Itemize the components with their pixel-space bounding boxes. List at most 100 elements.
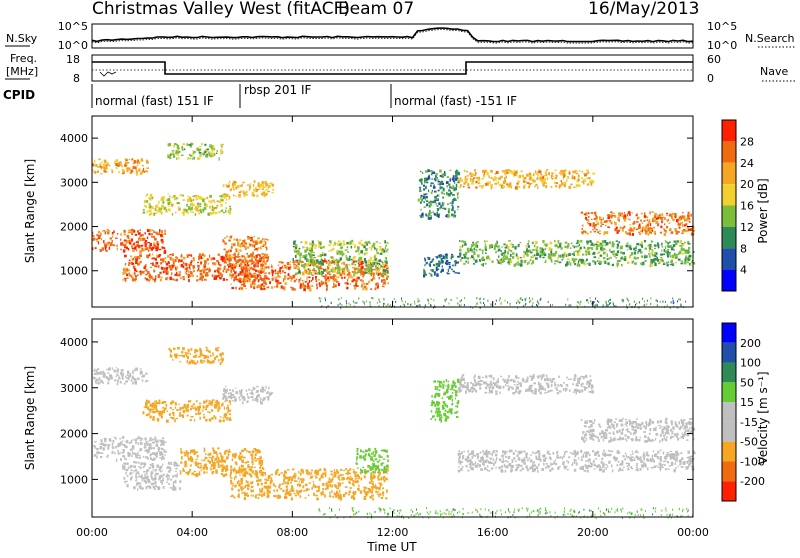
power-cell [99,163,101,166]
power-cell [151,233,153,235]
power-cell [535,184,537,186]
power-cell [682,212,684,213]
power-cell [190,272,193,275]
power-cell [213,145,215,148]
power-cell [306,264,308,267]
power-cell [134,272,136,275]
velocity-cell [120,442,123,444]
power-cell [687,217,689,219]
power-cell [572,253,574,255]
velocity-cell [166,420,169,423]
power-cell [322,282,324,285]
power-cell [420,305,421,307]
velocity-cell [178,404,179,405]
power-cell [594,224,597,227]
power-cell [333,244,336,246]
power-cell [657,223,659,226]
power-cell [597,222,599,225]
power-cell [120,249,122,250]
velocity-cell [124,481,125,484]
velocity-cell [269,393,271,396]
power-cell [156,241,158,244]
velocity-cell [195,475,198,477]
power-cell [673,302,674,304]
velocity-cell [186,409,189,412]
power-cell [457,206,459,208]
power-cell [100,233,101,236]
velocity-cell [143,375,145,378]
velocity-cell [225,450,227,452]
power-cell [286,265,288,267]
power-cell [363,276,364,278]
power-cell [183,278,185,280]
power-cell [610,299,611,301]
power-cell [249,267,252,268]
power-cell [360,273,362,276]
power-cell [457,256,459,258]
power-cell [662,260,664,262]
power-cell [526,252,527,254]
power-cell [375,283,377,286]
velocity-cell [216,454,218,456]
power-cell [647,227,649,230]
power-cell [234,278,236,280]
power-cell [344,263,345,265]
velocity-cell [173,415,175,416]
power-cell [405,301,406,303]
power-cell [156,262,158,263]
velocity-cell [94,454,96,456]
power-cell [244,261,245,264]
power-cell [667,253,669,256]
velocity-cell [229,419,232,421]
power-cell [629,245,632,247]
power-cell [467,250,470,252]
power-cell [442,265,443,267]
power-cell [263,192,265,195]
power-cell [369,247,371,248]
power-cell [376,252,379,254]
power-cell [603,217,605,220]
power-cell [194,195,196,196]
power-cell [563,256,565,259]
power-cell [382,286,385,288]
power-cell [689,255,692,258]
power-cell [239,280,241,283]
power-cell [229,196,230,199]
power-cell [226,262,227,264]
power-cell [199,152,202,154]
velocity-cell [127,371,129,374]
velocity-cell [252,399,253,401]
power-cell [639,301,640,303]
power-cell [682,244,684,246]
velocity-cell [122,441,123,442]
power-cell [428,169,430,171]
velocity-cell [145,380,148,381]
power-cell [267,239,269,240]
velocity-cell [152,442,155,444]
power-cell [426,262,429,264]
power-cell [153,231,155,233]
power-cell [546,185,547,187]
velocity-cell [186,451,187,454]
power-cell [147,237,148,239]
power-cell [336,264,338,267]
power-cell [127,165,128,167]
power-cell [612,253,614,255]
power-cell [302,261,304,262]
velocity-cell [192,361,194,364]
power-cell [304,285,306,288]
power-cell [485,244,486,246]
velocity-cell [203,467,206,470]
velocity-cell [100,373,102,375]
power-cell [568,243,570,246]
power-cell [338,304,339,306]
velocity-cell [200,350,202,353]
power-cell [420,202,422,204]
power-cell [590,297,591,299]
power-cell [646,303,647,305]
power-cell [433,211,434,213]
power-cell [263,244,266,246]
power-cell [673,263,674,264]
velocity-cell [195,350,196,353]
power-cell [346,287,348,290]
